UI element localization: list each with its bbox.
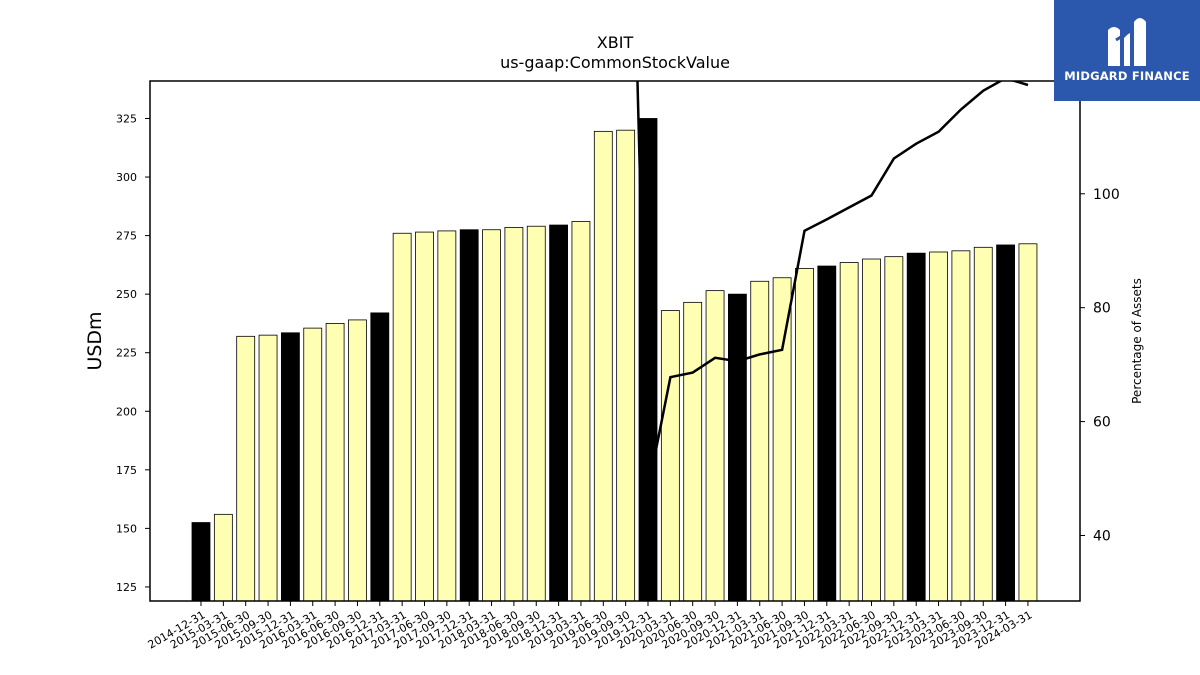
bar (482, 229, 501, 602)
bar (415, 231, 434, 602)
y2-axis-label: Percentage of Assets (1130, 278, 1144, 404)
bar (348, 319, 367, 602)
bar (280, 332, 300, 602)
logo-mark-icon (1108, 18, 1146, 66)
y2-tick-label: 100 (1093, 187, 1120, 203)
y2-tick-label: 60 (1093, 415, 1111, 431)
y-tick-label: 275 (116, 230, 137, 243)
bar (504, 226, 524, 602)
bar (459, 229, 479, 602)
bar (906, 252, 926, 602)
bar (884, 256, 904, 602)
bar (325, 323, 345, 602)
bar (191, 522, 211, 602)
bar (526, 225, 546, 602)
bar (370, 312, 390, 602)
bar (973, 246, 993, 602)
bar (1018, 243, 1038, 602)
bar (728, 293, 747, 602)
chart-title: XBIT (597, 33, 634, 52)
y2-tick-label: 40 (1093, 529, 1111, 545)
bar (258, 334, 278, 602)
bar (996, 244, 1015, 602)
bar (236, 335, 256, 602)
bar (862, 258, 881, 602)
bar (795, 267, 814, 602)
y-tick-label: 250 (116, 288, 137, 301)
bar (839, 262, 859, 602)
y-tick-label: 175 (116, 464, 137, 477)
bar (392, 232, 412, 602)
percentage-line (636, 81, 1029, 491)
logo-text: MIDGARD FINANCE (1064, 69, 1190, 83)
bar (593, 130, 613, 602)
bar (772, 277, 792, 602)
y-tick-label: 150 (116, 522, 137, 535)
bar (750, 280, 770, 602)
y-tick-label: 125 (116, 581, 137, 594)
y-tick-label: 300 (116, 171, 137, 184)
bar (951, 250, 971, 602)
bar (616, 129, 636, 602)
y-tick-label: 200 (116, 405, 137, 418)
bar (638, 118, 658, 602)
y-tick-label: 325 (116, 112, 137, 125)
y2-tick-label: 80 (1093, 301, 1111, 317)
y-tick-label: 225 (116, 347, 137, 360)
bar (571, 221, 591, 602)
bar (705, 290, 725, 602)
bar (303, 327, 323, 602)
bar (929, 251, 948, 602)
bar (683, 301, 703, 602)
chart-subtitle: us-gaap:CommonStockValue (500, 53, 730, 72)
bar (213, 513, 233, 602)
brand-logo: MIDGARD FINANCE (1054, 0, 1200, 101)
bar (549, 224, 568, 602)
y-axis-label: USDm (84, 311, 106, 370)
plot-frame (149, 80, 1081, 602)
bar (817, 265, 837, 602)
bar (660, 310, 680, 602)
bar (437, 230, 457, 602)
